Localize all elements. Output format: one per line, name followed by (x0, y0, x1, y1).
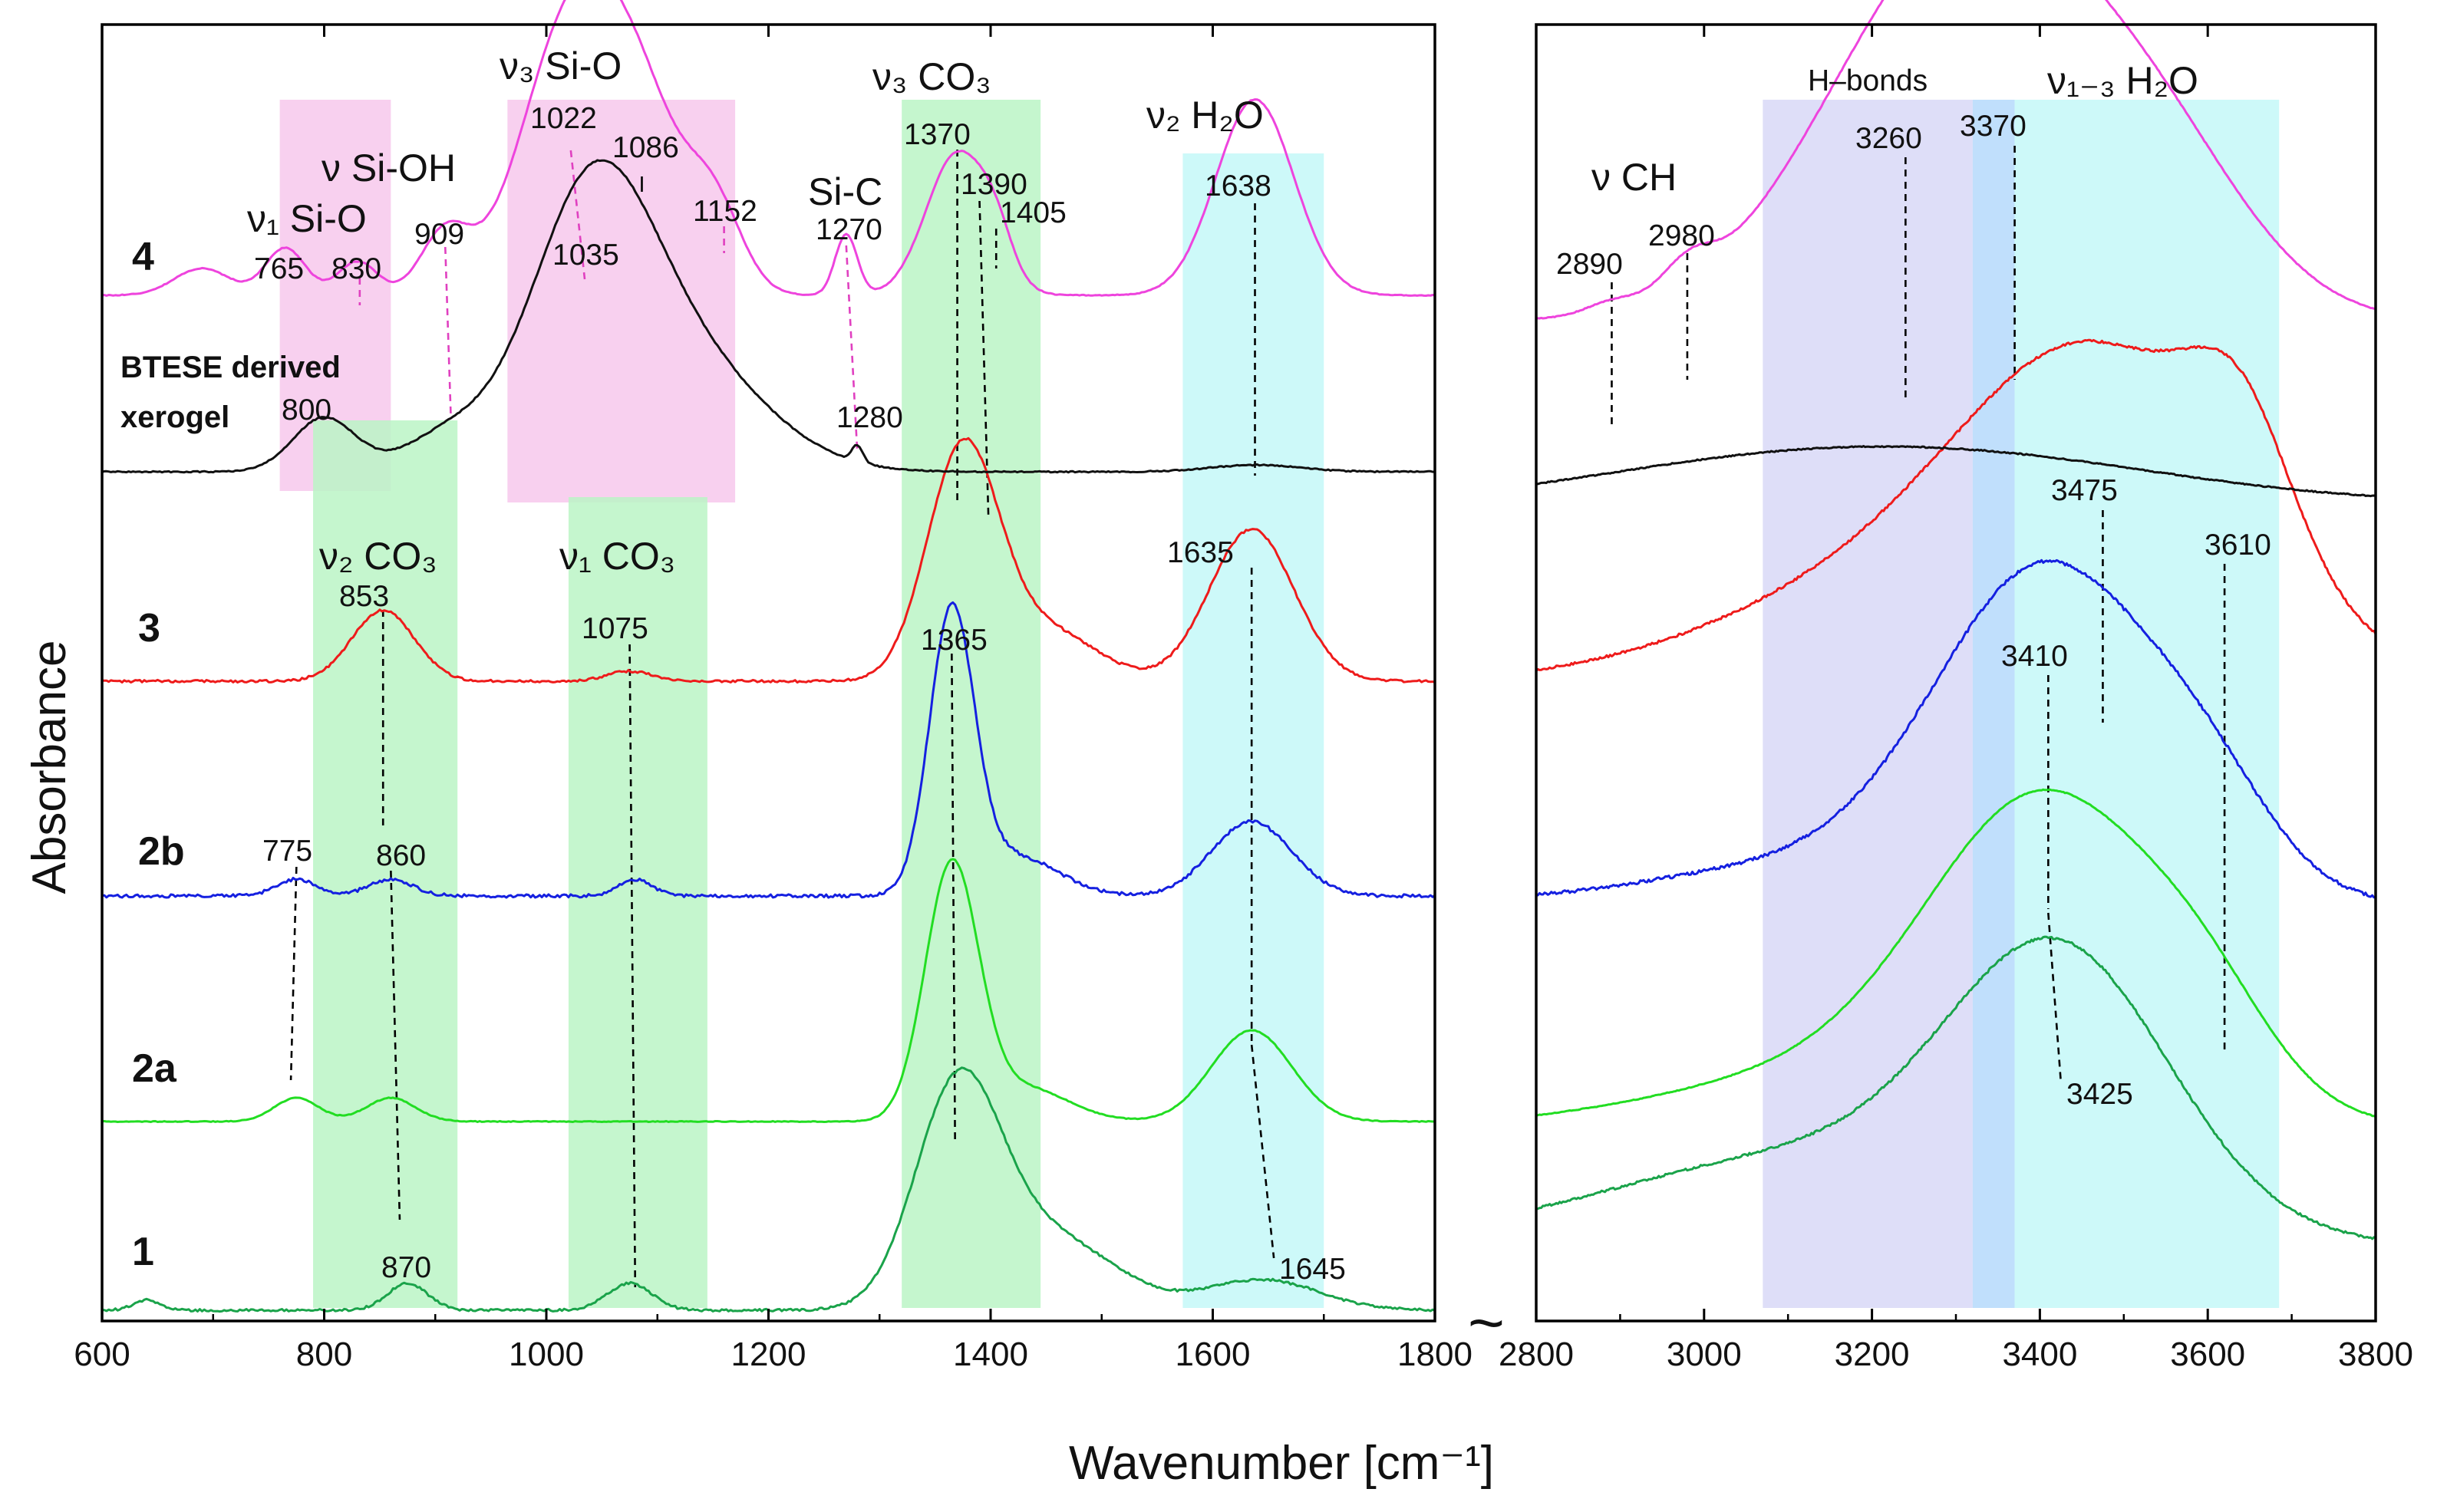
peak-label: 1086 (612, 131, 679, 164)
mode-label-nu-sioh: ν Si-OH (322, 147, 456, 189)
peak-marker-line (390, 870, 401, 1220)
peak-marker-line (289, 866, 298, 1081)
spectrum-2a-right (1535, 788, 2376, 1118)
xerogel-label-line1: BTESE derived (120, 351, 341, 384)
peak-label: 3260 (1855, 122, 1922, 155)
mode-label-nu1-sio: ν₁ Si-O (247, 197, 367, 240)
band-left-1020-1145 (568, 497, 707, 1308)
peak-marker-line (951, 653, 956, 1145)
spectrum-2b-right (1535, 558, 2376, 899)
x-tick-label: 3400 (2002, 1336, 2077, 1373)
x-tick-label: 800 (296, 1336, 352, 1373)
x-tick-label: 1200 (731, 1336, 806, 1373)
band-left-1573-1700 (1182, 153, 1324, 1308)
peak-label: 860 (376, 839, 426, 872)
peak-marker-line (2047, 912, 2063, 1082)
peak-marker-line (628, 644, 637, 1288)
sample-label-3: 3 (138, 606, 160, 651)
spectrum-1-right (1536, 935, 2376, 1240)
mode-label-hbonds: H–bonds (1808, 64, 1928, 97)
peak-label: 3475 (2051, 474, 2118, 507)
peak-markers (289, 146, 2226, 1288)
sample-label-4: 4 (132, 235, 154, 279)
x-tick-label: 3600 (2170, 1336, 2245, 1373)
spectrum-BTESE-left (101, 159, 1436, 474)
spectrum-4-left (101, 0, 1436, 297)
spectrum-curves (101, 0, 2377, 1313)
x-tick-label: 1800 (1397, 1336, 1472, 1373)
peak-label: 3410 (2001, 640, 2068, 673)
spectrum-4-right (1535, 0, 2376, 320)
peak-marker-line (444, 246, 452, 417)
peak-label: 830 (331, 252, 381, 285)
peak-marker-line (978, 200, 990, 516)
sample-label-1: 1 (132, 1230, 154, 1274)
spectrum-2b-left (101, 601, 1436, 899)
peak-label: 800 (282, 394, 331, 427)
mode-label-nu2-h2o: ν₂ H₂O (1146, 94, 1264, 137)
peak-label: 775 (262, 835, 312, 868)
peak-label: 3610 (2205, 529, 2271, 562)
peak-label: 2980 (1648, 219, 1715, 252)
x-axis-title: Wavenumber [cm⁻¹] (1069, 1437, 1494, 1490)
mode-label-sic: Si-C (808, 170, 882, 213)
peak-marker-line (845, 245, 859, 453)
peak-label: 1365 (921, 624, 988, 657)
mode-label-nu-ch: ν CH (1591, 156, 1677, 199)
peak-marker-line (569, 150, 586, 285)
x-tick-label: 3800 (2338, 1336, 2413, 1373)
mode-label-nu2-co3: ν₂ CO₃ (319, 535, 437, 578)
spectrum-3-right (1535, 338, 2377, 672)
band-right-3370-3685 (2014, 100, 2280, 1308)
mode-label-nu3-co3: ν₃ CO₃ (872, 55, 991, 98)
spectrum-BTESE-right (1535, 445, 2376, 498)
peak-label: 1152 (693, 195, 757, 228)
x-tick-label: 1000 (509, 1336, 584, 1373)
x-tick-label: 1600 (1176, 1336, 1251, 1373)
band-right-3320-3370 (1972, 100, 2015, 1308)
peak-label: 1280 (836, 401, 903, 434)
peak-label: 909 (414, 218, 464, 251)
peak-label: 2890 (1556, 248, 1623, 281)
x-tick-label: 1400 (953, 1336, 1028, 1373)
peak-label: 1635 (1167, 536, 1234, 569)
x-tick-label: 600 (74, 1336, 130, 1373)
peak-label: 1075 (582, 612, 648, 645)
assignment-bands (279, 100, 2280, 1308)
sample-label-2b: 2b (138, 829, 185, 874)
mode-label-nu13-h2o: ν₁₋₃ H₂O (2047, 59, 2198, 102)
peak-label: 1270 (816, 213, 882, 246)
band-left-965-1170 (507, 100, 736, 502)
x-tick-label: 3000 (1667, 1336, 1742, 1373)
peak-label: 3425 (2066, 1078, 2133, 1111)
xerogel-label-line2: xerogel (120, 400, 229, 434)
band-left-1320-1445 (902, 100, 1041, 1308)
x-tick-label: 2800 (1499, 1336, 1574, 1373)
peak-label: 1638 (1205, 170, 1271, 203)
spectrum-3-left (101, 436, 1436, 684)
axis-break-symbol: ~ (1468, 1288, 1505, 1358)
peak-marker-line (1250, 1044, 1275, 1259)
peak-label: 765 (254, 252, 304, 285)
mode-label-nu3-sio: ν₃ Si-O (500, 44, 622, 87)
peak-label: 1022 (530, 102, 597, 135)
peak-label: 870 (381, 1251, 431, 1284)
peak-label: 1405 (1000, 196, 1067, 229)
axis-ticks: 600 800 1000 1200 1400 1600 1800 2800 3000 3200 34… (74, 25, 2413, 1373)
band-right-3070-3320 (1763, 100, 1973, 1308)
peak-label: 1035 (552, 239, 619, 272)
peak-label: 853 (339, 580, 389, 613)
peak-label: 3370 (1960, 110, 2027, 143)
sample-label-2a: 2a (132, 1046, 177, 1091)
peak-label: 1645 (1279, 1253, 1346, 1286)
spectrum-2a-left (101, 858, 1436, 1123)
y-axis-title: Absorbance (23, 641, 76, 894)
peak-label: 1390 (961, 168, 1027, 201)
x-tick-label: 3200 (1835, 1336, 1910, 1373)
mode-label-nu1-co3: ν₁ CO₃ (559, 535, 675, 578)
band-left-790-920 (313, 420, 458, 1308)
peak-label: 1370 (904, 118, 971, 151)
